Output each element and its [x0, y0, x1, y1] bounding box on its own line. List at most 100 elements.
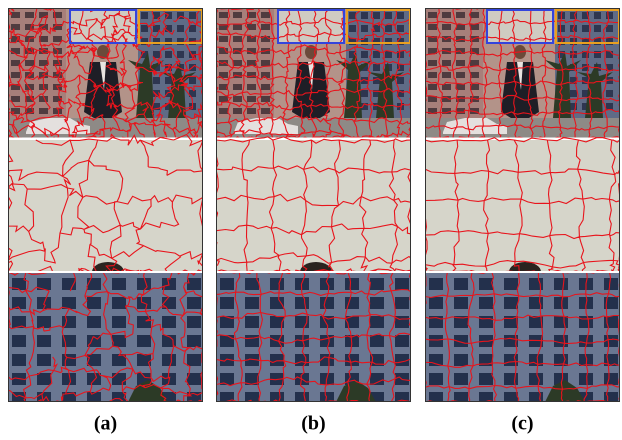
window	[261, 96, 270, 102]
window	[219, 36, 228, 42]
window	[12, 354, 26, 366]
window	[87, 392, 101, 404]
window	[37, 392, 51, 404]
window	[479, 373, 493, 385]
window	[233, 72, 242, 78]
window	[456, 72, 465, 78]
window	[397, 77, 404, 84]
window	[370, 278, 384, 290]
window	[233, 96, 242, 102]
window	[261, 12, 270, 18]
window	[270, 392, 284, 404]
window	[112, 373, 126, 385]
window	[87, 354, 101, 366]
window	[529, 373, 543, 385]
zoom-wall	[216, 140, 411, 272]
window	[233, 60, 242, 66]
window	[579, 316, 593, 328]
window	[428, 72, 437, 78]
window	[606, 51, 613, 58]
window	[349, 12, 356, 19]
window	[606, 90, 613, 97]
window	[245, 297, 259, 309]
window	[11, 48, 20, 54]
window	[320, 392, 334, 404]
window	[456, 60, 465, 66]
window	[429, 278, 443, 290]
window	[504, 392, 518, 404]
window	[87, 278, 101, 290]
window	[25, 12, 34, 18]
window	[370, 373, 384, 385]
window	[456, 84, 465, 90]
window	[320, 297, 334, 309]
window	[529, 392, 543, 404]
window	[470, 60, 479, 66]
window	[165, 51, 172, 58]
window	[320, 354, 334, 366]
window	[219, 96, 228, 102]
window	[12, 335, 26, 347]
window	[504, 278, 518, 290]
window	[270, 278, 284, 290]
window	[454, 297, 468, 309]
window	[295, 354, 309, 366]
window	[187, 316, 201, 328]
window	[220, 335, 234, 347]
window	[270, 297, 284, 309]
panel	[3, 4, 208, 405]
window	[428, 12, 437, 18]
window	[442, 60, 451, 66]
window	[606, 103, 613, 110]
window	[233, 108, 242, 114]
panel-label: (c)	[511, 413, 533, 435]
window	[39, 108, 48, 114]
window	[428, 84, 437, 90]
panel-content	[423, 7, 622, 404]
window	[112, 316, 126, 328]
window	[189, 12, 196, 19]
window	[385, 25, 392, 32]
window	[37, 373, 51, 385]
wall-region	[278, 8, 344, 43]
window	[428, 60, 437, 66]
window	[604, 278, 618, 290]
window	[370, 297, 384, 309]
window	[397, 12, 404, 19]
window	[454, 392, 468, 404]
window	[220, 278, 234, 290]
window	[187, 354, 201, 366]
window	[429, 373, 443, 385]
window	[504, 373, 518, 385]
window	[604, 316, 618, 328]
window	[261, 84, 270, 90]
window	[373, 12, 380, 19]
window	[141, 25, 148, 32]
window	[12, 316, 26, 328]
window	[349, 25, 356, 32]
window	[373, 64, 380, 71]
window	[11, 12, 20, 18]
window	[270, 354, 284, 366]
window	[454, 278, 468, 290]
window	[361, 12, 368, 19]
panel-content	[3, 4, 208, 405]
window	[162, 354, 176, 366]
window	[373, 77, 380, 84]
window	[247, 96, 256, 102]
window	[261, 24, 270, 30]
window	[428, 24, 437, 30]
window	[37, 354, 51, 366]
window	[233, 36, 242, 42]
window	[454, 373, 468, 385]
window	[87, 373, 101, 385]
window	[395, 297, 409, 309]
window	[479, 278, 493, 290]
window	[594, 12, 601, 19]
window	[177, 25, 184, 32]
window	[187, 278, 201, 290]
window	[141, 12, 148, 19]
window	[11, 96, 20, 102]
window	[454, 354, 468, 366]
window	[604, 373, 618, 385]
